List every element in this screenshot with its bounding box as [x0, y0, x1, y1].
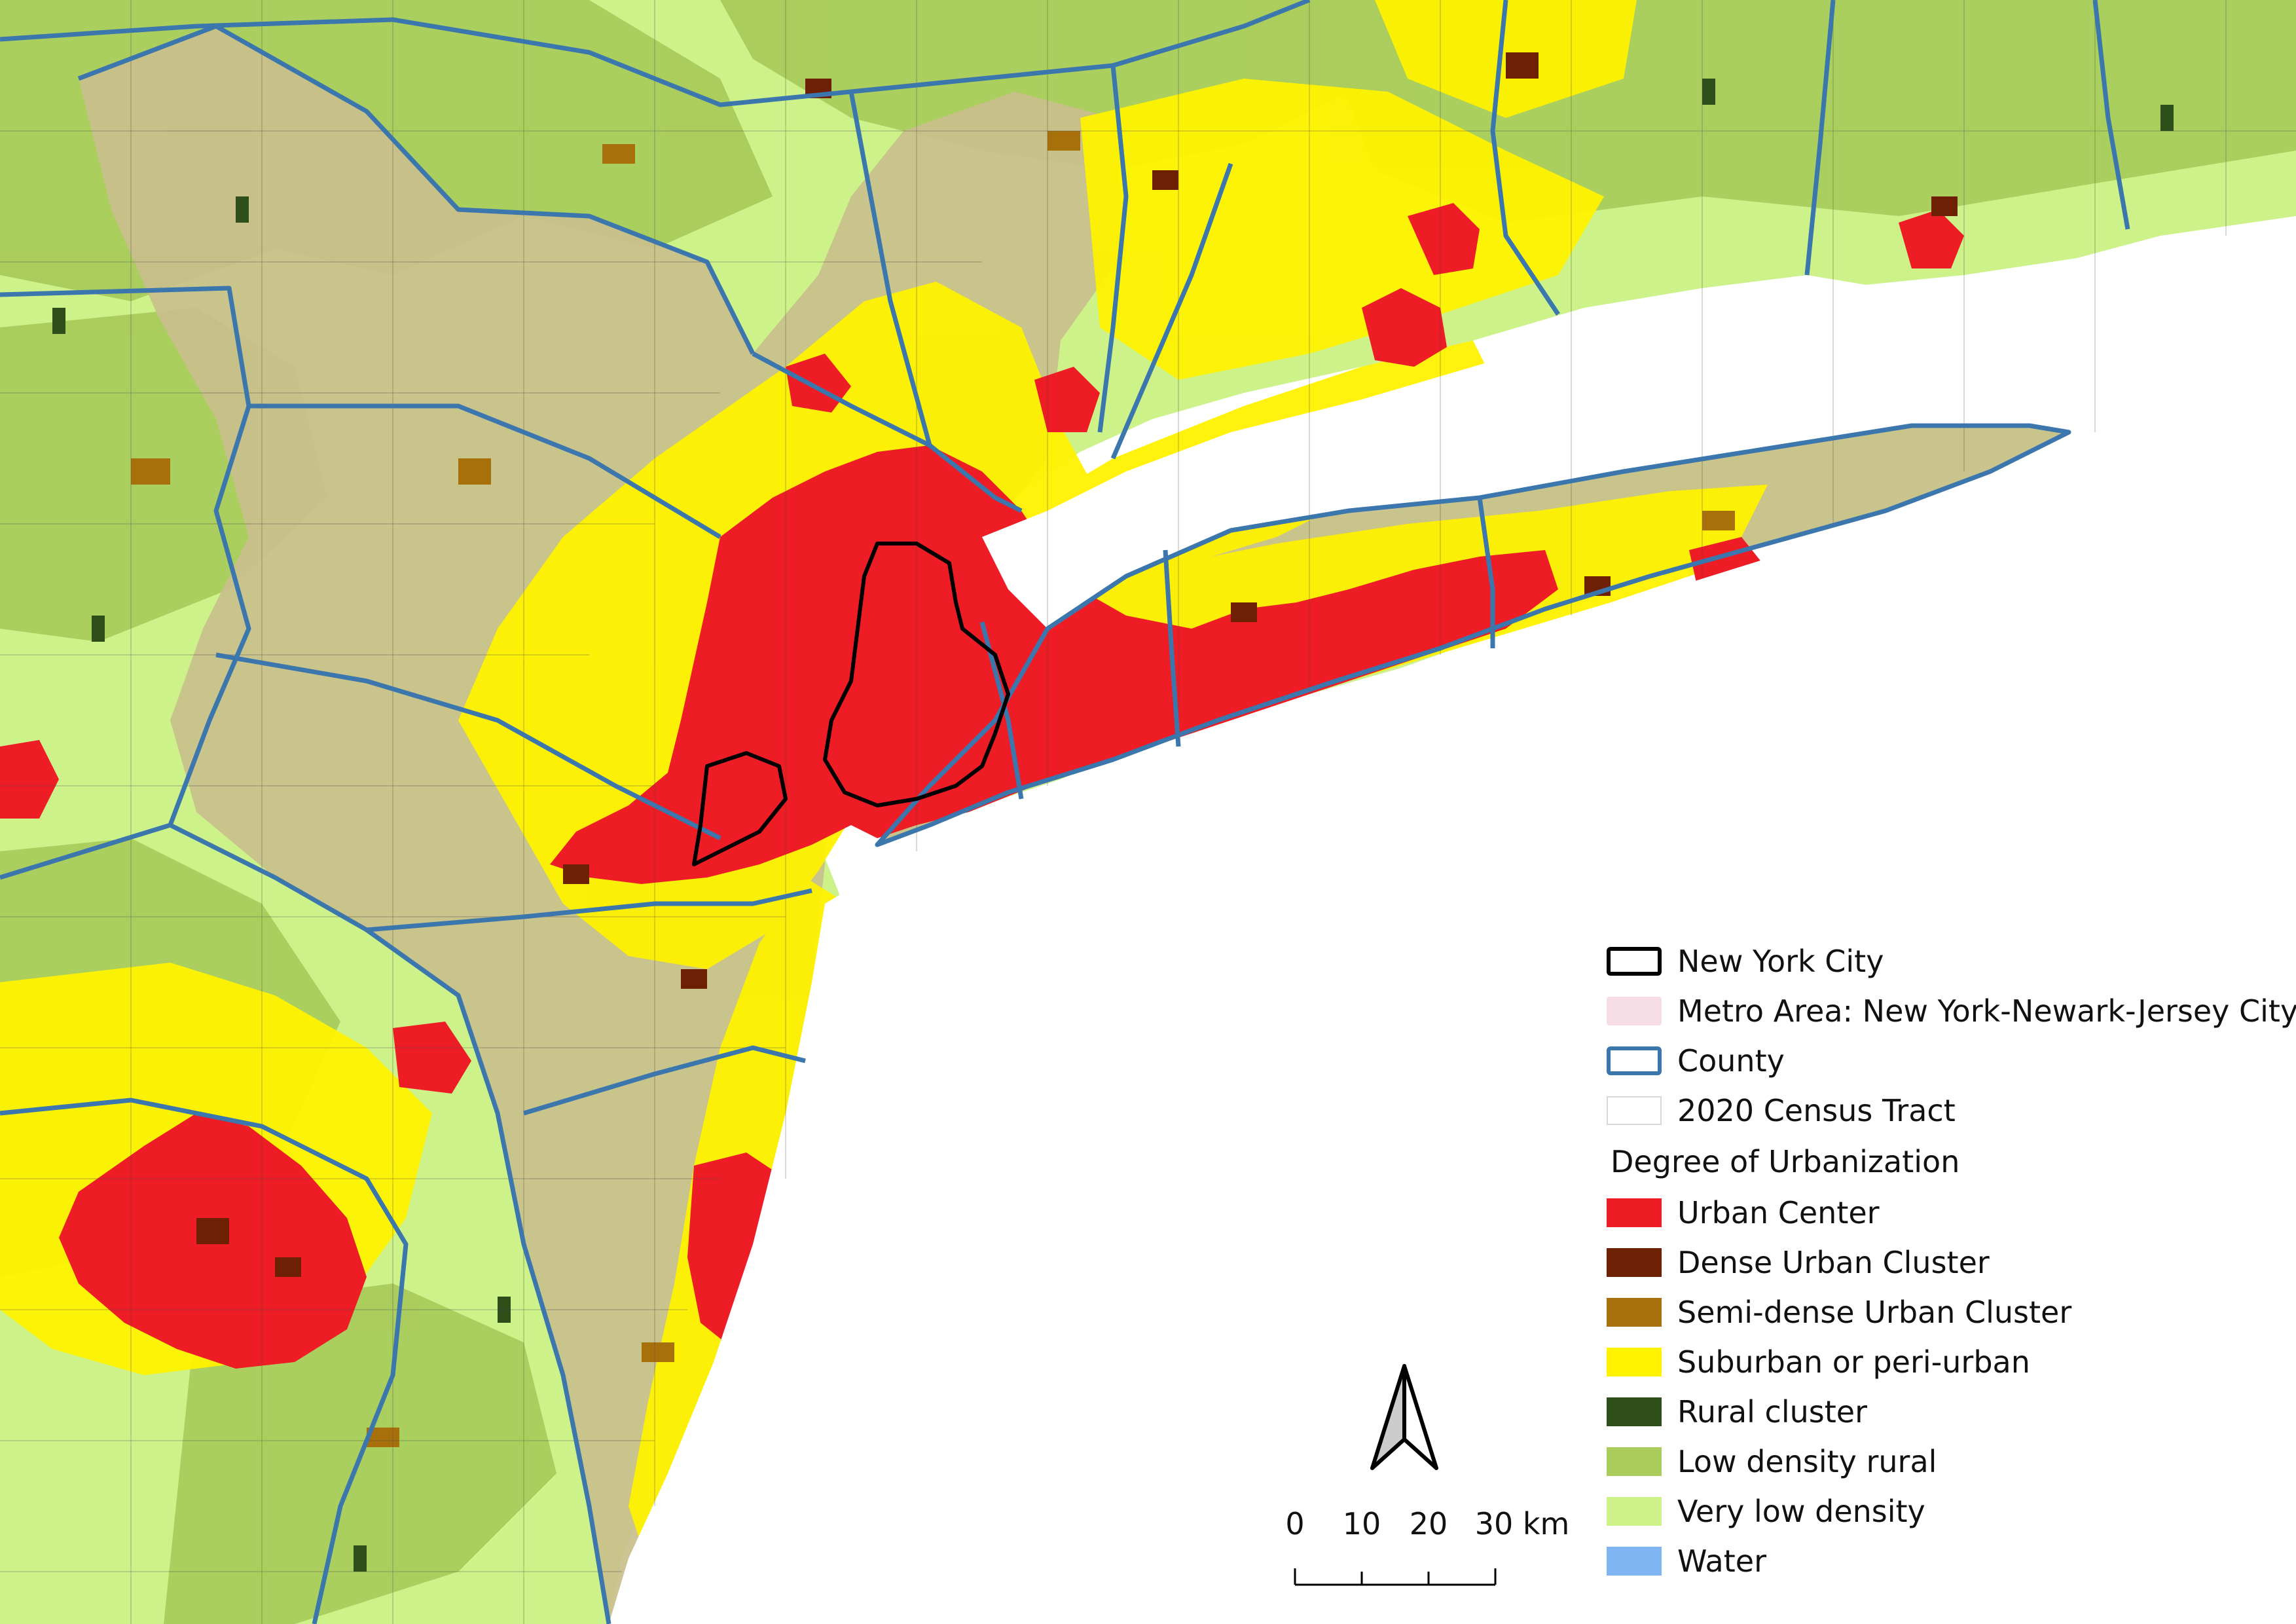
nyc-outline-swatch: [1607, 947, 1662, 976]
legend-label: New York City: [1677, 944, 1884, 979]
legend-item-county: County: [1604, 1036, 2291, 1086]
legend-label: Suburban or peri-urban: [1677, 1344, 2030, 1380]
legend-label: Urban Center: [1677, 1195, 1880, 1230]
legend-item-low-density-rural: Low density rural: [1604, 1437, 2291, 1486]
rural-cluster-swatch: [1607, 1397, 1662, 1426]
legend-item-dense-urban-cluster: Dense Urban Cluster: [1604, 1238, 2291, 1287]
legend-label: Very low density: [1677, 1494, 1925, 1529]
legend-label: Metro Area: New York-Newark-Jersey City: [1677, 993, 2296, 1029]
low-density-rural-swatch: [1607, 1447, 1662, 1476]
dense-urban-cluster-swatch: [1607, 1248, 1662, 1277]
legend-label: Dense Urban Cluster: [1677, 1245, 1990, 1280]
rural-clusters: [52, 79, 2174, 1572]
legend-label: Low density rural: [1677, 1444, 1937, 1479]
metro-area-swatch: [1607, 997, 1662, 1025]
legend-label: Water: [1677, 1543, 1766, 1579]
water-swatch: [1607, 1547, 1662, 1576]
legend-item-nyc: New York City: [1604, 936, 2291, 986]
legend-item-census-tract: 2020 Census Tract: [1604, 1086, 2291, 1135]
north-arrow-icon: [1370, 1364, 1438, 1470]
nyc-boundary: [692, 542, 1010, 866]
legend-item-water: Water: [1604, 1536, 2291, 1586]
scale-tick-label: 30 km: [1474, 1506, 1570, 1541]
map-legend: New York City Metro Area: New York-Newar…: [1604, 936, 2296, 1586]
water-areas: [609, 223, 2296, 1624]
scale-bar-line: [1294, 1568, 1497, 1586]
very-low-density-swatch: [1607, 1497, 1662, 1526]
legend-label: County: [1677, 1043, 1785, 1079]
atlantic-ocean: [609, 393, 2296, 1624]
scale-tick-label: 0: [1285, 1506, 1305, 1541]
legend-item-semi-dense-urban-cluster: Semi-dense Urban Cluster: [1604, 1287, 2291, 1337]
legend-item-urban-center: Urban Center: [1604, 1188, 2291, 1238]
legend-item-very-low-density: Very low density: [1604, 1486, 2291, 1536]
county-borders: [0, 0, 2130, 1624]
scale-tick-label: 10: [1342, 1506, 1381, 1541]
scale-bar: 0 10 20 30 km: [1270, 1506, 1584, 1604]
semi-dense-urban-cluster-swatch: [1607, 1298, 1662, 1327]
nyc-urban-core: [550, 445, 1558, 884]
legend-item-metro-area: Metro Area: New York-Newark-Jersey City: [1604, 986, 2296, 1036]
scale-tick-label: 20: [1409, 1506, 1448, 1541]
urbanization-legend-title: Degree of Urbanization: [1611, 1144, 1960, 1179]
long-island-sound: [982, 223, 2296, 629]
suburban-swatch: [1607, 1348, 1662, 1376]
legend-label: 2020 Census Tract: [1677, 1093, 1956, 1128]
legend-item-suburban: Suburban or peri-urban: [1604, 1337, 2291, 1387]
census-tract-swatch: [1607, 1096, 1662, 1125]
legend-label: Rural cluster: [1677, 1394, 1867, 1430]
county-outline-swatch: [1607, 1046, 1662, 1075]
legend-label: Semi-dense Urban Cluster: [1677, 1295, 2072, 1330]
legend-item-rural-cluster: Rural cluster: [1604, 1387, 2291, 1437]
urban-center-swatch: [1607, 1198, 1662, 1227]
